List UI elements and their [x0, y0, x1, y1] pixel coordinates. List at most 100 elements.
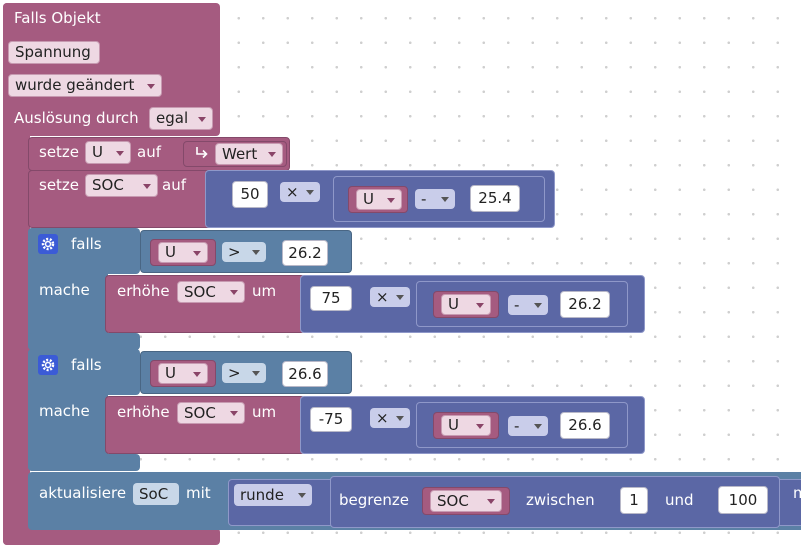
dropdown-arrow	[147, 83, 155, 89]
and-label: und	[665, 491, 694, 509]
number-field[interactable]: 26.2	[282, 240, 328, 266]
dropdown-arrow	[441, 197, 449, 202]
dropdown-arrow	[476, 302, 484, 308]
arrow-icon[interactable]	[193, 144, 213, 164]
field-text: ×	[376, 288, 389, 306]
if-block-footer	[28, 333, 140, 350]
dropdown-arrow	[268, 152, 276, 157]
field-text: >	[228, 364, 241, 382]
field-text: U	[92, 143, 103, 161]
variable-dropdown[interactable]: SOC	[85, 174, 158, 197]
field-text: Wert	[222, 145, 258, 163]
gear-icon	[38, 355, 58, 375]
operator-dropdown[interactable]: ×	[280, 182, 320, 202]
between-label: zwischen	[526, 491, 595, 509]
variable-dropdown[interactable]: SOC	[430, 490, 502, 512]
dropdown-arrow	[534, 424, 542, 429]
overflow-label: m	[793, 484, 801, 502]
field-text: SOC	[92, 176, 124, 194]
field-text: 26.2	[568, 295, 602, 313]
do-label: mache	[39, 281, 90, 299]
dropdown-arrow	[198, 116, 206, 122]
number-field[interactable]: 26.6	[282, 361, 328, 387]
if-label: falls	[71, 235, 102, 253]
number-field[interactable]: -75	[310, 407, 352, 432]
dropdown-arrow	[396, 295, 404, 300]
field-text: egal	[156, 109, 189, 127]
trigger-dropdown[interactable]: wurde geändert	[8, 74, 162, 97]
operator-dropdown[interactable]: -	[508, 416, 548, 436]
state-field[interactable]: SoC	[133, 483, 179, 505]
dropdown-arrow	[298, 493, 306, 498]
dropdown-arrow	[396, 416, 404, 421]
variable-dropdown[interactable]: U	[441, 415, 491, 436]
mutator-icon[interactable]	[38, 355, 58, 375]
value-dropdown[interactable]: Wert	[215, 143, 283, 165]
operator-dropdown[interactable]: >	[222, 363, 266, 383]
increment-label: erhöhe	[117, 282, 170, 300]
operator-dropdown[interactable]: >	[222, 242, 266, 262]
with-label: mit	[186, 484, 211, 502]
event-block-footer	[3, 528, 220, 545]
object-field[interactable]: Spannung	[8, 41, 100, 64]
field-text: -	[514, 296, 520, 314]
field-text: 26.6	[568, 416, 602, 434]
number-field[interactable]: 75	[310, 286, 352, 311]
increment-label: erhöhe	[117, 403, 170, 421]
dropdown-arrow	[230, 411, 238, 416]
variable-dropdown[interactable]: U	[441, 294, 491, 315]
update-label: aktualisiere	[39, 484, 127, 502]
field-text: U	[448, 416, 459, 434]
by-label: um	[252, 403, 277, 421]
set-label: setze	[39, 143, 80, 161]
number-field[interactable]: 26.2	[560, 291, 610, 318]
field-text: U	[165, 243, 176, 261]
mutator-icon[interactable]	[38, 234, 58, 254]
number-field[interactable]: 26.6	[560, 412, 610, 439]
variable-dropdown[interactable]: U	[85, 141, 131, 164]
dropdown-arrow	[230, 290, 238, 295]
field-text: U	[448, 295, 459, 313]
field-text: Spannung	[15, 43, 91, 61]
variable-dropdown[interactable]: U	[158, 363, 208, 384]
field-text: 26.6	[288, 365, 322, 383]
dropdown-arrow	[252, 250, 260, 255]
operator-dropdown[interactable]: -	[415, 189, 455, 209]
gear-icon	[38, 234, 58, 254]
number-field[interactable]: 25.4	[470, 185, 520, 212]
dropdown-arrow	[193, 371, 201, 377]
dropdown-arrow	[476, 423, 484, 429]
to-label: auf	[162, 176, 186, 194]
operator-dropdown[interactable]: ×	[370, 287, 410, 307]
variable-dropdown[interactable]: SOC	[177, 402, 245, 424]
variable-dropdown[interactable]: U	[356, 189, 402, 210]
field-text: 75	[321, 289, 341, 307]
variable-dropdown[interactable]: U	[158, 242, 208, 263]
field-text: SOC	[437, 492, 469, 510]
dropdown-arrow	[116, 150, 124, 156]
number-field[interactable]: 1	[620, 487, 648, 514]
clamp-label: begrenze	[339, 491, 409, 509]
field-text: -	[421, 190, 427, 208]
operator-dropdown[interactable]: ×	[370, 408, 410, 428]
field-text: 100	[728, 491, 758, 509]
number-field[interactable]: 50	[232, 181, 268, 208]
field-text: U	[363, 190, 374, 208]
field-text: SOC	[184, 404, 216, 422]
if-label: falls	[71, 356, 102, 374]
cause-dropdown[interactable]: egal	[149, 107, 213, 130]
set-label: setze	[39, 176, 80, 194]
operator-dropdown[interactable]: -	[508, 295, 548, 315]
field-text: SOC	[184, 283, 216, 301]
event-title: Falls Objekt	[14, 9, 101, 27]
field-text: 26.2	[288, 244, 322, 262]
clamp-block	[330, 476, 780, 528]
function-dropdown[interactable]: runde	[234, 484, 312, 506]
to-label: auf	[137, 143, 161, 161]
number-field[interactable]: 100	[718, 486, 768, 514]
field-text: U	[165, 364, 176, 382]
variable-dropdown[interactable]: SOC	[177, 281, 245, 303]
field-text: SoC	[139, 485, 169, 503]
field-text: -75	[318, 410, 344, 428]
